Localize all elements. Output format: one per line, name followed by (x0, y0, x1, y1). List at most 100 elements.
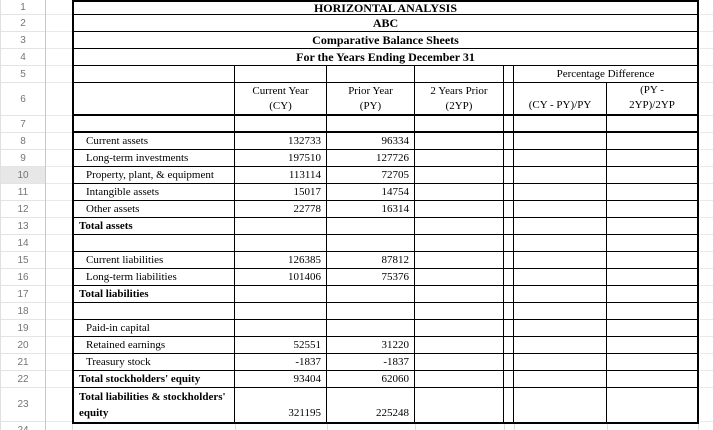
cell-2-years-prior[interactable] (415, 201, 504, 218)
cell-2-years-prior[interactable] (415, 320, 504, 337)
header-pct-py-2yp[interactable]: (PY - 2YP)/2YP (607, 83, 697, 116)
cell-prior-year[interactable] (327, 116, 415, 133)
cell-pct-cy-py[interactable] (514, 303, 607, 320)
cell-spacer[interactable] (504, 320, 514, 337)
cell-spacer[interactable] (504, 371, 514, 388)
cell-pct-py-2yp[interactable] (607, 218, 697, 235)
cell-spacer[interactable] (504, 252, 514, 269)
cell-spacer[interactable] (504, 66, 514, 83)
cell-2-years-prior[interactable] (415, 116, 504, 133)
cell-spacer[interactable] (504, 116, 514, 133)
cell-current-year[interactable] (235, 218, 327, 235)
row-number[interactable]: 4 (1, 49, 45, 66)
row-number[interactable]: 23 (1, 388, 45, 422)
cell-pct-py-2yp[interactable] (607, 337, 697, 354)
row-number[interactable]: 17 (1, 286, 45, 303)
cell-spacer[interactable] (504, 286, 514, 303)
row-number[interactable]: 12 (1, 201, 45, 218)
cell-label[interactable]: Total liabilities & stockholders' equity (74, 388, 235, 422)
cell-current-year[interactable] (235, 286, 327, 303)
cell-pct-py-2yp[interactable] (607, 184, 697, 201)
cell-spacer[interactable] (504, 83, 514, 116)
cell-current-year[interactable]: 132733 (235, 133, 327, 150)
cell-pct-cy-py[interactable] (514, 235, 607, 252)
cell-prior-year[interactable]: 72705 (327, 167, 415, 184)
cell-label[interactable]: Total liabilities (74, 286, 235, 303)
cell-2-years-prior[interactable] (415, 354, 504, 371)
cell-pct-py-2yp[interactable] (607, 133, 697, 150)
cell-2-years-prior[interactable] (415, 235, 504, 252)
cell-pct-py-2yp[interactable] (607, 201, 697, 218)
cell-label[interactable] (74, 303, 235, 320)
header-2-years-prior[interactable]: 2 Years Prior (2YP) (415, 83, 504, 116)
row-number[interactable]: 18 (1, 303, 45, 320)
cell-spacer[interactable] (504, 354, 514, 371)
cell-pct-py-2yp[interactable] (607, 269, 697, 286)
cell-pct-cy-py[interactable] (514, 337, 607, 354)
cell-spacer[interactable] (504, 201, 514, 218)
title-comparative-balance-sheets[interactable]: Comparative Balance Sheets (74, 32, 697, 49)
cell-spacer[interactable] (504, 235, 514, 252)
cell-current-year[interactable]: 113114 (235, 167, 327, 184)
cell-2-years-prior[interactable] (415, 167, 504, 184)
cell-current-year[interactable] (235, 235, 327, 252)
cell-spacer[interactable] (504, 184, 514, 201)
cell-2-years-prior[interactable] (415, 337, 504, 354)
cell-spacer[interactable] (504, 218, 514, 235)
cell-spacer[interactable] (504, 337, 514, 354)
cell-label[interactable]: Current assets (74, 133, 235, 150)
cell-current-year[interactable]: 52551 (235, 337, 327, 354)
cell-prior-year[interactable]: 31220 (327, 337, 415, 354)
cell-2-years-prior[interactable] (415, 303, 504, 320)
cell-label[interactable]: Total stockholders' equity (74, 371, 235, 388)
cell-current-year[interactable]: 197510 (235, 150, 327, 167)
cell-prior-year[interactable] (327, 218, 415, 235)
cell-label[interactable]: Long-term investments (74, 150, 235, 167)
cell-pct-cy-py[interactable] (514, 184, 607, 201)
cell-label[interactable]: Paid-in capital (74, 320, 235, 337)
title-company-name[interactable]: ABC (74, 15, 697, 32)
cell-2-years-prior[interactable] (415, 218, 504, 235)
row-number[interactable]: 21 (1, 354, 45, 371)
row-number[interactable]: 11 (1, 184, 45, 201)
cell-pct-py-2yp[interactable] (607, 150, 697, 167)
cell-prior-year[interactable]: 225248 (327, 388, 415, 422)
cell-label[interactable]: Long-term liabilities (74, 269, 235, 286)
cell-current-year[interactable]: -1837 (235, 354, 327, 371)
header-pct-cy-py[interactable]: (CY - PY)/PY (514, 83, 607, 116)
cell-pct-cy-py[interactable] (514, 269, 607, 286)
cell-2-years-prior[interactable] (415, 252, 504, 269)
cell-spacer[interactable] (504, 303, 514, 320)
title-horizontal-analysis[interactable]: HORIZONTAL ANALYSIS (74, 2, 697, 15)
cell-2-years-prior[interactable] (415, 184, 504, 201)
cell-current-year[interactable]: 321195 (235, 388, 327, 422)
cell-prior-year[interactable] (327, 286, 415, 303)
cell-label[interactable] (74, 235, 235, 252)
cell-prior-year[interactable]: 127726 (327, 150, 415, 167)
cell-pct-cy-py[interactable] (514, 252, 607, 269)
cell-label[interactable]: Total assets (74, 218, 235, 235)
row-number[interactable]: 22 (1, 371, 45, 388)
cell-spacer[interactable] (504, 150, 514, 167)
cell-prior-year[interactable] (327, 320, 415, 337)
cell-label[interactable]: Property, plant, & equipment (74, 167, 235, 184)
cell-pct-cy-py[interactable] (514, 388, 607, 422)
cell-pct-cy-py[interactable] (514, 116, 607, 133)
cell-spacer[interactable] (504, 167, 514, 184)
cell-pct-py-2yp[interactable] (607, 320, 697, 337)
cell-current-year[interactable] (235, 116, 327, 133)
cell-pct-cy-py[interactable] (514, 371, 607, 388)
cell-pct-py-2yp[interactable] (607, 388, 697, 422)
cell-empty[interactable] (327, 66, 415, 83)
row-number[interactable]: 7 (1, 116, 45, 133)
cell-prior-year[interactable]: 16314 (327, 201, 415, 218)
cell-pct-cy-py[interactable] (514, 320, 607, 337)
row-number[interactable]: 24 (1, 422, 45, 430)
cell-label[interactable] (74, 116, 235, 133)
row-number[interactable]: 8 (1, 133, 45, 150)
cell-pct-cy-py[interactable] (514, 286, 607, 303)
cell-prior-year[interactable]: 14754 (327, 184, 415, 201)
cell-label[interactable]: Intangible assets (74, 184, 235, 201)
cell-pct-py-2yp[interactable] (607, 252, 697, 269)
cell-pct-py-2yp[interactable] (607, 371, 697, 388)
